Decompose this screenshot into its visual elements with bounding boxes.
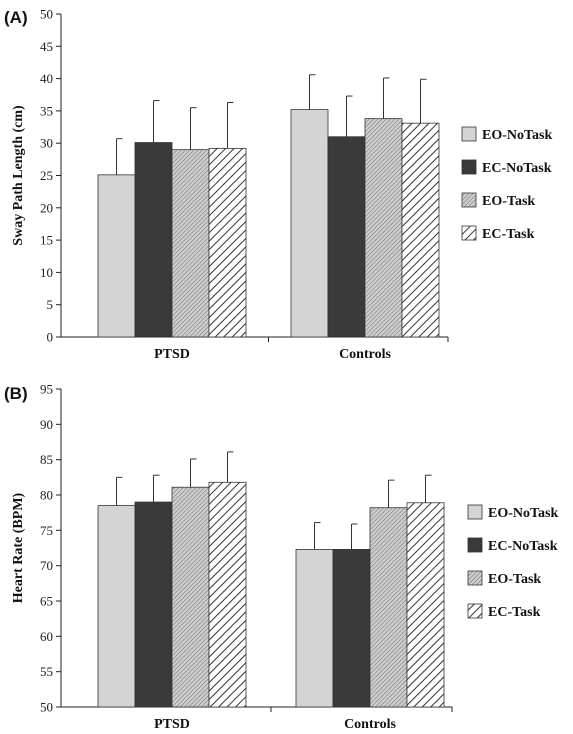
chart-a-y-tick-label: 20 <box>40 200 53 215</box>
chart-a-y-tick-label: 45 <box>40 39 53 54</box>
chart-b-y-tick-label: 60 <box>40 629 53 644</box>
chart-b-category-label: Controls <box>344 717 396 732</box>
chart-b-bar <box>295 549 334 708</box>
chart-a-legend-label: EO-Task <box>482 194 535 209</box>
chart-a-legend-label: EO-NoTask <box>482 128 553 143</box>
chart-b-legend-swatch <box>467 537 483 553</box>
chart-a-bar <box>134 142 173 338</box>
chart-a-legend-swatch <box>461 225 477 241</box>
chart-b-y-tick-label: 50 <box>40 700 53 715</box>
chart-b-bar <box>134 501 173 708</box>
chart-a-y-tick-label: 5 <box>47 297 54 312</box>
chart-b-bar <box>406 502 445 708</box>
chart-a-legend-label: EC-NoTask <box>482 161 552 176</box>
chart-a-bar <box>364 118 403 338</box>
chart-a-bar <box>401 122 440 338</box>
chart-b-y-tick-label: 95 <box>40 382 53 397</box>
chart-b-y-tick-label: 65 <box>40 594 53 609</box>
chart-a-legend-swatch <box>461 126 477 142</box>
chart-b-legend-label: EC-NoTask <box>488 539 558 554</box>
chart-a-y-axis-label: Sway Path Length (cm) <box>11 105 26 246</box>
chart-a-bar <box>208 147 247 338</box>
chart-b-bar <box>171 486 210 708</box>
chart-a-y-tick-label: 10 <box>40 265 53 280</box>
chart-a-y-tick-label: 35 <box>40 103 53 118</box>
chart-a-y-tick-label: 30 <box>40 136 53 151</box>
chart-a-bar <box>97 174 136 338</box>
chart-b-bar <box>208 481 247 708</box>
chart-b-legend-label: EO-NoTask <box>488 506 559 521</box>
panel-label-a: (A) <box>4 8 28 27</box>
chart-b-y-tick-label: 75 <box>40 523 53 538</box>
chart-a-category-label: PTSD <box>154 347 190 362</box>
chart-b-y-tick-label: 90 <box>40 417 53 432</box>
chart-b-legend-swatch <box>467 603 483 619</box>
chart-a-y-tick-label: 50 <box>40 7 53 22</box>
chart-b-legend-swatch <box>467 570 483 586</box>
chart-a-legend-swatch <box>461 192 477 208</box>
chart-a-y-tick-label: 40 <box>40 71 53 86</box>
panel-label-b: (B) <box>4 384 28 403</box>
chart-b-legend-swatch <box>467 504 483 520</box>
chart-b-bar <box>369 507 408 708</box>
chart-b-legend-label: EC-Task <box>488 605 541 620</box>
chart-b-y-tick-label: 85 <box>40 452 53 467</box>
chart-b-legend-label: EO-Task <box>488 572 541 587</box>
chart-a-legend-swatch <box>461 159 477 175</box>
chart-a-y-tick-label: 0 <box>47 330 54 345</box>
chart-a-legend-label: EC-Task <box>482 227 535 242</box>
chart-a-y-tick-label: 25 <box>40 168 53 183</box>
chart-b-bar <box>97 505 136 708</box>
chart-a-bar <box>327 136 366 338</box>
chart-b-bar <box>332 549 371 708</box>
chart-b-y-axis-label: Heart Rate (BPM) <box>11 492 26 603</box>
chart-a-y-tick-label: 15 <box>40 233 53 248</box>
chart-a-bar <box>290 109 329 338</box>
chart-a-bar <box>171 149 210 338</box>
chart-b-y-tick-label: 80 <box>40 488 53 503</box>
chart-b-y-tick-label: 70 <box>40 558 53 573</box>
chart-b-y-tick-label: 55 <box>40 664 53 679</box>
chart-a-category-label: Controls <box>339 347 391 362</box>
chart-b-category-label: PTSD <box>154 717 190 732</box>
